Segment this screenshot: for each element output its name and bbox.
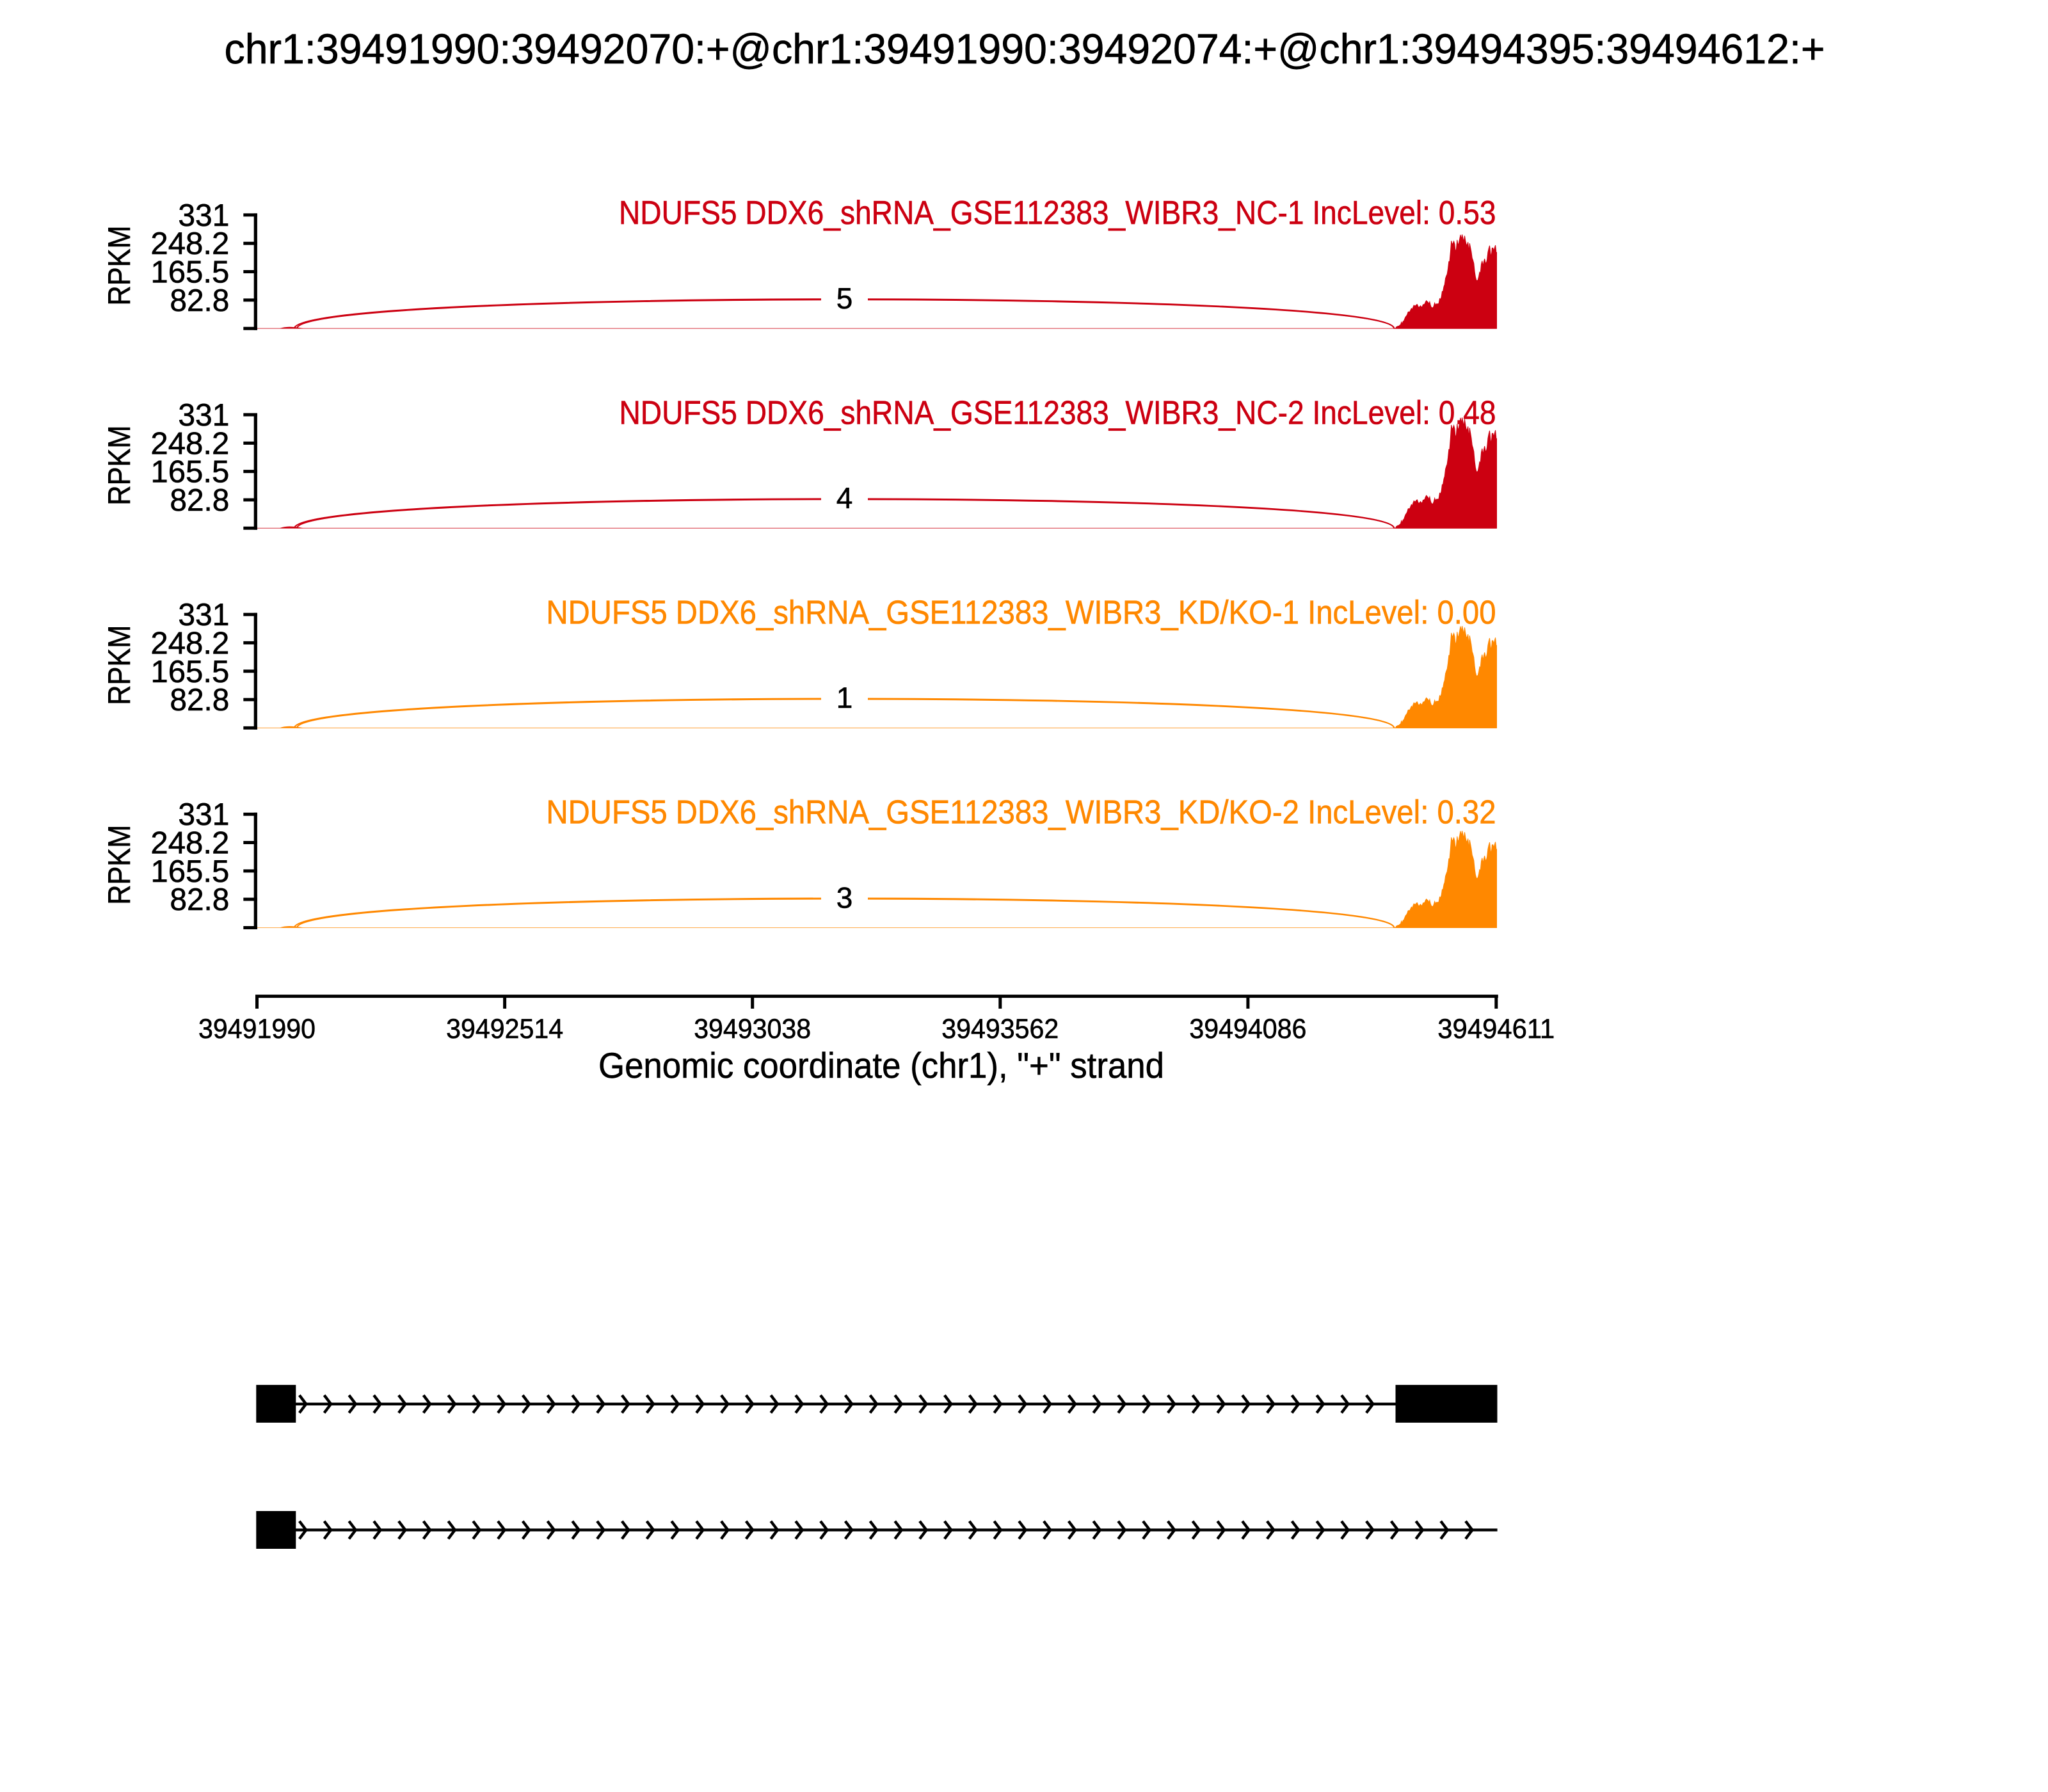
svg-text:165.5: 165.5 (150, 655, 229, 689)
svg-text:4: 4 (836, 481, 853, 515)
svg-text:248.2: 248.2 (150, 626, 229, 660)
svg-text:82.8: 82.8 (170, 483, 229, 518)
svg-text:RPKM: RPKM (102, 625, 137, 705)
svg-text:39494611: 39494611 (1437, 1014, 1555, 1044)
svg-text:chr1:39491990:39492070:+@chr1:: chr1:39491990:39492070:+@chr1:39491990:3… (225, 25, 1825, 72)
svg-text:331: 331 (178, 797, 229, 832)
svg-text:NDUFS5 DDX6_shRNA_GSE112383_WI: NDUFS5 DDX6_shRNA_GSE112383_WIBR3_NC-2 I… (620, 394, 1496, 431)
svg-text:165.5: 165.5 (150, 455, 229, 490)
svg-text:39493038: 39493038 (694, 1014, 811, 1044)
svg-text:82.8: 82.8 (170, 683, 229, 717)
svg-text:3: 3 (836, 881, 853, 914)
svg-text:331: 331 (178, 398, 229, 433)
svg-text:248.2: 248.2 (150, 227, 229, 261)
svg-text:39494086: 39494086 (1189, 1014, 1306, 1044)
svg-text:331: 331 (178, 598, 229, 632)
svg-text:165.5: 165.5 (150, 854, 229, 889)
svg-text:RPKM: RPKM (102, 426, 137, 506)
svg-text:82.8: 82.8 (170, 284, 229, 318)
svg-text:331: 331 (178, 198, 229, 233)
svg-text:NDUFS5 DDX6_shRNA_GSE112383_WI: NDUFS5 DDX6_shRNA_GSE112383_WIBR3_NC-1 I… (619, 195, 1496, 232)
svg-text:NDUFS5 DDX6_shRNA_GSE112383_WI: NDUFS5 DDX6_shRNA_GSE112383_WIBR3_KD/KO-… (547, 794, 1496, 831)
svg-text:1: 1 (836, 681, 853, 714)
svg-text:248.2: 248.2 (150, 426, 229, 461)
svg-text:RPKM: RPKM (102, 825, 137, 905)
svg-text:Genomic coordinate (chr1), "+": Genomic coordinate (chr1), "+" strand (598, 1045, 1164, 1085)
svg-text:165.5: 165.5 (150, 255, 229, 290)
svg-text:NDUFS5 DDX6_shRNA_GSE112383_WI: NDUFS5 DDX6_shRNA_GSE112383_WIBR3_KD/KO-… (547, 594, 1496, 631)
svg-text:39492514: 39492514 (446, 1014, 563, 1044)
svg-text:39493562: 39493562 (941, 1014, 1059, 1044)
svg-text:RPKM: RPKM (102, 226, 137, 306)
svg-text:248.2: 248.2 (150, 826, 229, 861)
svg-text:5: 5 (836, 282, 853, 315)
svg-text:39491990: 39491990 (198, 1014, 316, 1044)
svg-text:82.8: 82.8 (170, 883, 229, 917)
